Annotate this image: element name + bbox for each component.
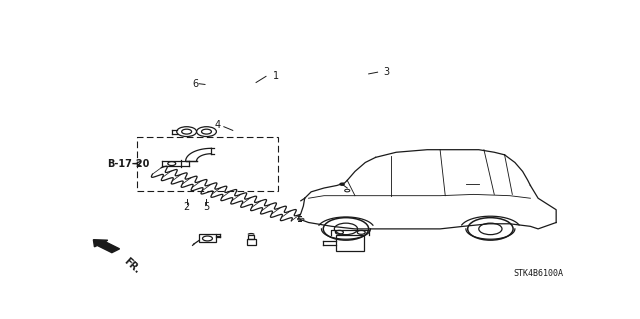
- Bar: [248, 234, 254, 239]
- Text: 1: 1: [273, 71, 279, 81]
- Bar: [199, 234, 216, 242]
- Bar: [246, 239, 255, 245]
- Text: 5: 5: [204, 202, 210, 211]
- Text: 2: 2: [184, 202, 190, 211]
- Circle shape: [340, 183, 344, 185]
- Text: 6: 6: [192, 79, 198, 89]
- Text: B-17-20: B-17-20: [108, 159, 150, 168]
- Text: FR.: FR.: [122, 256, 142, 275]
- Text: STK4B6100A: STK4B6100A: [513, 269, 564, 278]
- Text: 4: 4: [215, 121, 221, 130]
- FancyArrow shape: [93, 240, 120, 253]
- Bar: [137, 137, 278, 190]
- Text: 3: 3: [383, 67, 389, 77]
- Bar: [337, 235, 364, 251]
